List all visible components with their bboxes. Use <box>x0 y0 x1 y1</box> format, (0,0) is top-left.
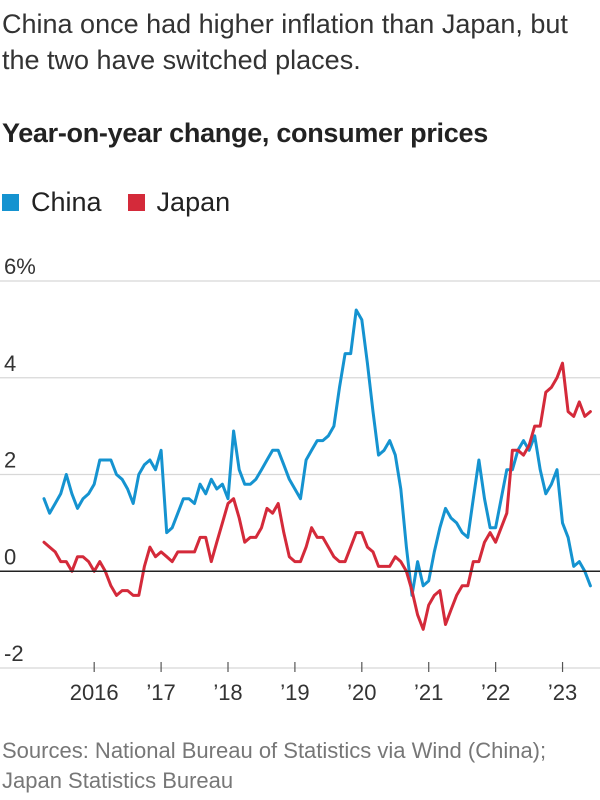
legend-item-japan: Japan <box>127 186 231 218</box>
series-line-japan <box>42 361 592 631</box>
y-tick-label: 2 <box>4 448 16 473</box>
x-tick-label: 2016 <box>70 680 119 705</box>
x-tick-label: ’23 <box>548 680 577 705</box>
source-note: Sources: National Bureau of Statistics v… <box>2 738 547 793</box>
legend: China Japan <box>2 186 256 218</box>
y-tick-label: 4 <box>4 351 16 376</box>
x-tick-label: ’20 <box>347 680 376 705</box>
legend-swatch-china <box>2 193 19 211</box>
y-tick-label: -2 <box>4 641 24 666</box>
x-tick-label: ’21 <box>414 680 443 705</box>
y-tick-label: 0 <box>4 544 16 569</box>
series-line-china <box>42 308 592 597</box>
legend-item-china: China <box>2 187 102 218</box>
x-tick-label: ’18 <box>213 680 242 705</box>
legend-label-china: China <box>31 186 102 217</box>
chart-title: Year-on-year change, consumer prices <box>2 118 488 148</box>
x-tick-label: ’22 <box>481 680 510 705</box>
x-tick-label: ’17 <box>146 680 175 705</box>
legend-swatch-japan <box>127 193 145 211</box>
y-tick-label: 6% <box>4 254 36 279</box>
x-tick-label: ’19 <box>280 680 309 705</box>
line-chart: 6% 4 2 0 -2 2016 ’17 ’18 ’19 ’20 ’21 ’22 ’23 <box>0 254 600 705</box>
legend-label-japan: Japan <box>156 186 231 217</box>
chart-headline: China once had higher inflation than Jap… <box>2 9 568 75</box>
